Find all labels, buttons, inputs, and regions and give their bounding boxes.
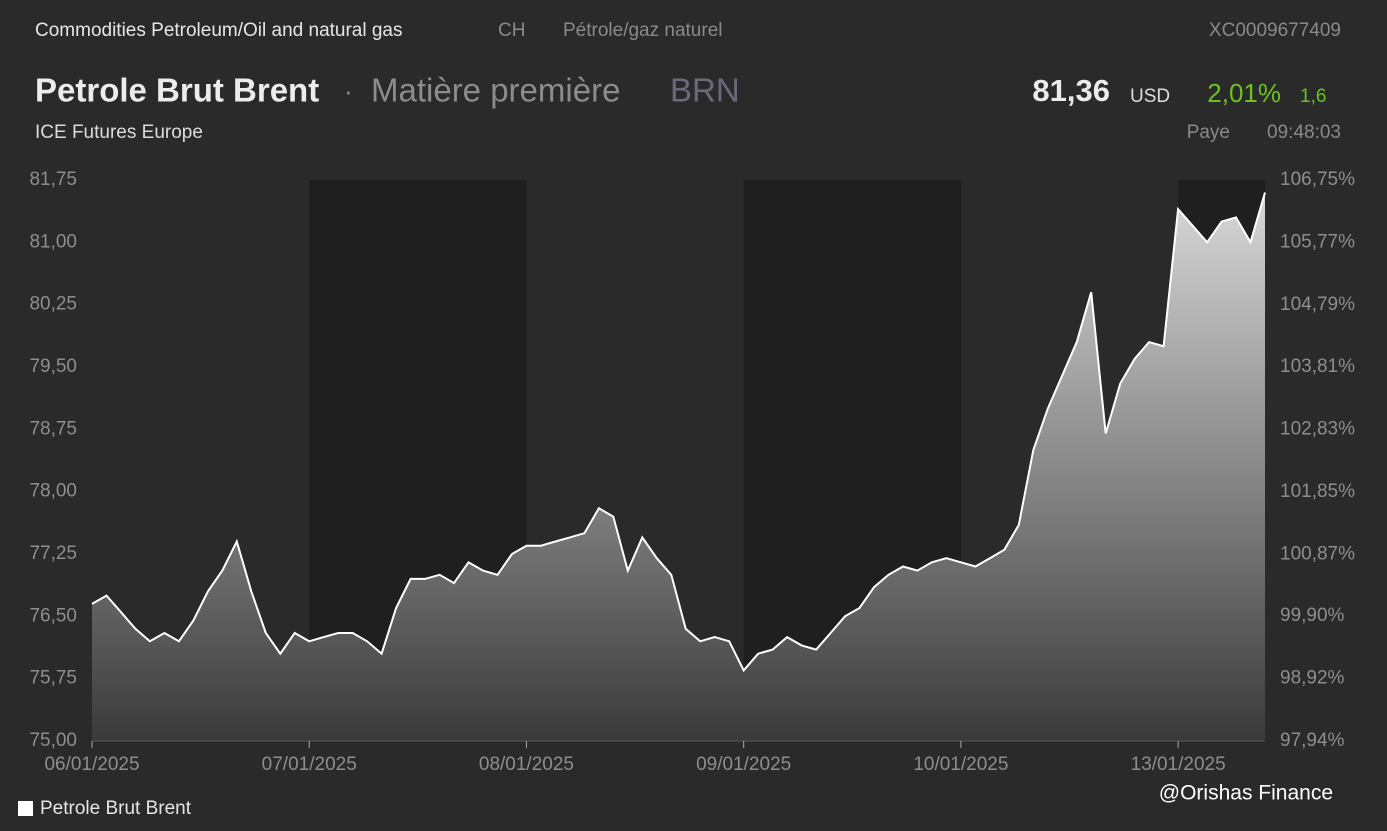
ticker: BRN (670, 72, 740, 109)
x-tick-label: 06/01/2025 (44, 754, 139, 775)
y2-tick-label: 98,92% (1280, 668, 1345, 689)
status: Paye (1187, 122, 1230, 143)
y-tick-label: 81,75 (29, 169, 77, 190)
category: Pétrole/gaz naturel (563, 20, 723, 41)
y2-tick-label: 104,79% (1280, 294, 1355, 315)
y-tick-label: 75,00 (29, 730, 77, 751)
currency: USD (1130, 86, 1170, 107)
time: 09:48:03 (1267, 122, 1341, 143)
y2-tick-label: 102,83% (1280, 419, 1355, 440)
price: 81,36 (1032, 73, 1110, 108)
y-tick-label: 78,00 (29, 481, 77, 502)
watermark: @Orishas Finance (1159, 782, 1333, 805)
y2-tick-label: 97,94% (1280, 730, 1345, 751)
x-tick-label: 10/01/2025 (913, 754, 1008, 775)
exchange: ICE Futures Europe (35, 122, 203, 143)
x-tick-label: 13/01/2025 (1131, 754, 1226, 775)
y-tick-label: 80,25 (29, 294, 77, 315)
instrument-kind: Matière première (371, 72, 620, 109)
isin: XC0009677409 (1209, 20, 1341, 41)
y-tick-label: 81,00 (29, 231, 77, 252)
x-tick-label: 08/01/2025 (479, 754, 574, 775)
y-tick-label: 76,50 (29, 605, 77, 626)
legend-label[interactable]: Petrole Brut Brent (40, 798, 192, 819)
y2-tick-label: 105,77% (1280, 231, 1355, 252)
y2-tick-label: 103,81% (1280, 356, 1355, 377)
y-tick-label: 79,50 (29, 356, 77, 377)
y2-tick-label: 99,90% (1280, 605, 1345, 626)
y-tick-label: 77,25 (29, 543, 77, 564)
instrument-name: Petrole Brut Brent (35, 72, 319, 109)
y2-tick-label: 101,85% (1280, 481, 1355, 502)
x-tick-label: 09/01/2025 (696, 754, 791, 775)
line (91, 192, 1266, 673)
separator: · (344, 76, 353, 106)
change: 1,6 (1300, 86, 1326, 107)
y-tick-label: 78,75 (29, 418, 77, 439)
country: CH (498, 20, 525, 41)
breadcrumb: Commodities Petroleum/Oil and natural ga… (35, 20, 403, 41)
area (92, 192, 1265, 741)
y2-tick-label: 100,87% (1280, 543, 1355, 564)
y2-tick-label: 106,75% (1280, 169, 1355, 190)
change-pct: 2,01% (1207, 78, 1281, 108)
legend-swatch (18, 801, 33, 816)
x-tick-label: 07/01/2025 (262, 754, 357, 775)
y-tick-label: 75,75 (29, 668, 77, 689)
